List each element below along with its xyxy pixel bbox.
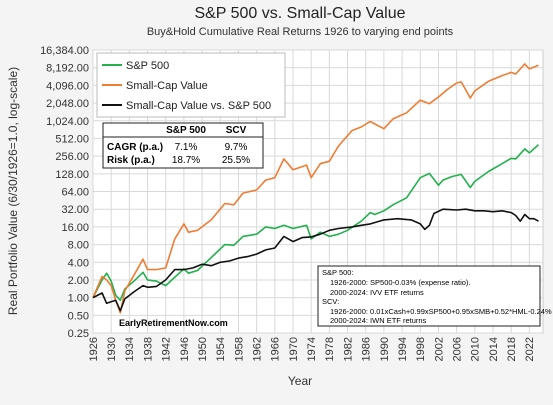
x-tick-label: 1994 [397,337,409,361]
stats-cagr-sp500: 7.1% [175,142,198,153]
y-tick-label: 4.00 [68,257,89,269]
x-tick-label: 1998 [415,337,427,361]
y-axis-label: Real Portfolio Value (6/30/1926=1.0, log… [6,67,20,315]
chart-subtitle: Buy&Hold Cumulative Real Returns 1926 to… [147,26,454,38]
x-tick-label: 1978 [324,337,336,361]
x-tick-label: 1974 [306,337,318,361]
x-tick-labels: 1926 1930 1934 1938 1942 1946 1950 1954 1958 1962… [88,337,536,361]
stats-table: S&P 500 SCV CAGR (p.a.) 7.1% 9.7% Risk (… [102,122,264,169]
x-tick-label: 1954 [215,337,227,361]
x-tick-label: 1962 [251,337,263,361]
note-line-1: S&P 500: [322,268,354,277]
series-line-2 [92,208,539,312]
x-tick-label: 1990 [379,337,391,361]
y-tick-label: 128.00 [55,169,89,181]
y-tick-label: 2.00 [68,275,89,287]
x-tick-label: 2014 [488,337,500,361]
legend-label-ratio: Small-Cap Value vs. S&P 500 [126,100,271,112]
x-tick-label: 1926 [88,337,100,361]
notes-frame [317,265,541,327]
x-tick-label: 1982 [342,337,354,361]
x-tick-label: 1966 [270,337,282,361]
y-tick-label: 4,096.00 [46,80,89,92]
y-tick-label: 256.00 [55,151,89,163]
stats-risk-sp500: 18.7% [172,155,200,166]
x-tick-label: 1970 [288,337,300,361]
notes-box: S&P 500: 1926-2000: SP500-0.03% (expense… [317,265,552,327]
y-tick-label: 2,048.00 [46,98,89,110]
note-line-2: 1926-2000: SP500-0.03% (expense ratio). [330,278,471,287]
y-tick-labels: 0.25 0.50 1.00 2.00 4.00 8.00 16.00 32.00 64.00 1… [40,45,89,340]
x-tick-label: 2022 [524,337,536,361]
chart-title: S&P 500 vs. Small-Cap Value [194,5,405,22]
y-tick-label: 16.00 [61,222,89,234]
x-tick-label: 1958 [233,337,245,361]
y-tick-label: 0.50 [68,310,89,322]
note-line-5: 1926-2000: 0.01xCash+0.99xSP500+0.95xSMB… [330,307,552,316]
stats-header-scv: SCV [226,125,247,136]
x-axis-label: Year [288,374,312,388]
note-line-4: SCV: [322,297,339,306]
y-tick-label: 512.00 [55,133,89,145]
x-tick-label: 1930 [106,337,118,361]
stats-table-frame [102,122,264,169]
x-tick-label: 2002 [433,337,445,361]
stats-row-cagr-label: CAGR (p.a.) [107,142,163,153]
stats-risk-scv: 25.5% [222,155,250,166]
stats-cagr-scv: 9.7% [225,142,248,153]
y-tick-label: 0.25 [68,328,89,340]
x-tick-label: 1938 [142,337,154,361]
stats-row-risk-label: Risk (p.a.) [107,155,155,166]
note-line-3: 2000-2024: IVV ETF returns [330,288,424,297]
series-layer [92,63,540,314]
legend: S&P 500 Small-Cap Value Small-Cap Value … [96,52,286,118]
y-tick-label: 16,384.00 [40,45,89,57]
x-tick-label: 1986 [361,337,373,361]
x-tick-label: 2006 [451,337,463,361]
y-tick-label: 8.00 [68,240,89,252]
x-tick-label: 1950 [197,337,209,361]
series-line-0 [92,144,540,302]
x-tick-label: 2018 [506,337,518,361]
y-tick-label: 32.00 [61,204,89,216]
legend-label-sp500: S&P 500 [126,60,169,72]
x-tick-label: 1946 [179,337,191,361]
note-line-6: 2000-2024: IWN ETF returns [330,316,427,325]
x-tick-label: 1942 [161,337,173,361]
y-tick-label: 1.00 [68,293,89,305]
x-tick-label: 1934 [124,337,136,361]
y-tick-label: 64.00 [61,187,89,199]
series-line-1 [92,63,539,314]
y-tick-label: 1,024.00 [46,116,89,128]
stats-header-sp500: S&P 500 [166,125,206,136]
credit-text: EarlyRetirementNow.com [119,318,228,328]
x-tick-label: 2010 [470,337,482,361]
y-tick-label: 8,192.00 [46,63,89,75]
legend-label-scv: Small-Cap Value [126,80,208,92]
legend-box [96,52,286,118]
